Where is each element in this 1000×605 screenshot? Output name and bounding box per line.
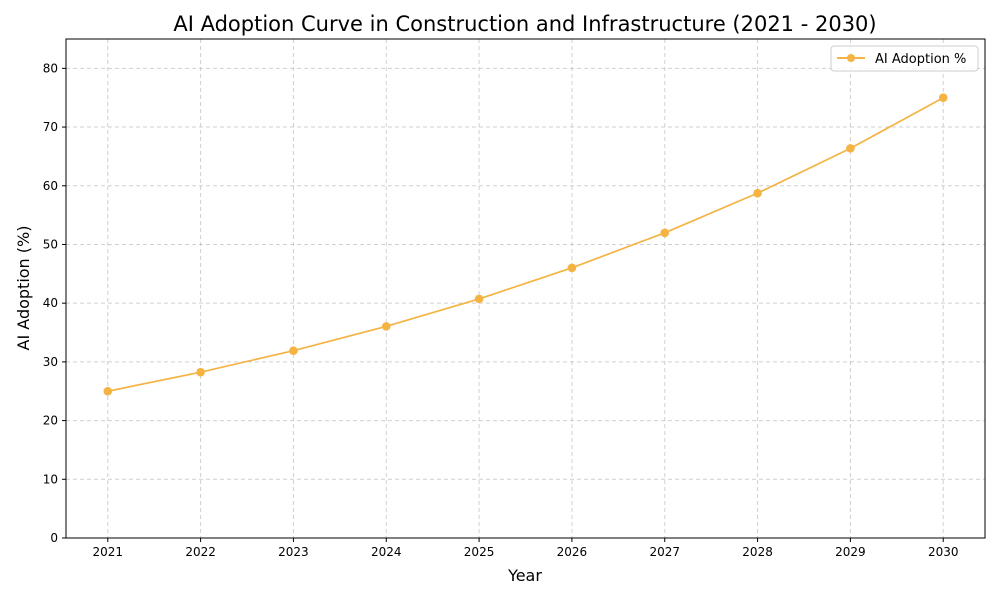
y-tick-label: 80 — [43, 61, 58, 75]
x-tick-label: 2025 — [464, 545, 495, 559]
y-tick-label: 30 — [43, 355, 58, 369]
y-tick-label: 70 — [43, 120, 58, 134]
data-point — [753, 188, 762, 198]
x-axis-label: Year — [507, 566, 542, 585]
x-tick-label: 2022 — [185, 545, 216, 559]
data-point — [846, 144, 855, 153]
y-tick-label: 0 — [50, 531, 58, 545]
data-point — [567, 263, 577, 273]
legend-box — [830, 45, 979, 72]
y-axis-label: AI Adoption (%) — [14, 226, 33, 351]
y-tick-label: 50 — [43, 237, 58, 251]
data-point — [938, 93, 948, 103]
chart-title: AI Adoption Curve in Construction and In… — [173, 12, 876, 36]
plot-frame — [65, 38, 986, 539]
y-tick-label: 40 — [43, 296, 58, 310]
x-tick-label: 2028 — [742, 545, 773, 559]
legend-marker-swatch — [847, 54, 855, 62]
x-tick-label: 2023 — [278, 545, 309, 559]
x-tick-label: 2027 — [649, 545, 680, 559]
legend: AI Adoption % — [830, 45, 979, 72]
data-point — [474, 294, 484, 304]
data-point — [660, 228, 670, 238]
series-line — [107, 96, 944, 393]
y-tick-label: 10 — [43, 472, 58, 486]
data-point — [381, 322, 391, 331]
x-tick-label: 2026 — [557, 545, 588, 559]
x-tick-label: 2024 — [371, 545, 402, 559]
data-point — [289, 346, 298, 355]
y-tick-label: 20 — [43, 414, 58, 428]
data-point — [196, 367, 205, 377]
x-tick-label: 2021 — [92, 545, 123, 559]
x-tick-label: 2029 — [835, 545, 866, 559]
x-tick-label: 2030 — [928, 545, 959, 559]
legend-label: AI Adoption % — [875, 52, 966, 67]
y-tick-label: 60 — [43, 179, 58, 193]
data-point — [103, 386, 113, 396]
